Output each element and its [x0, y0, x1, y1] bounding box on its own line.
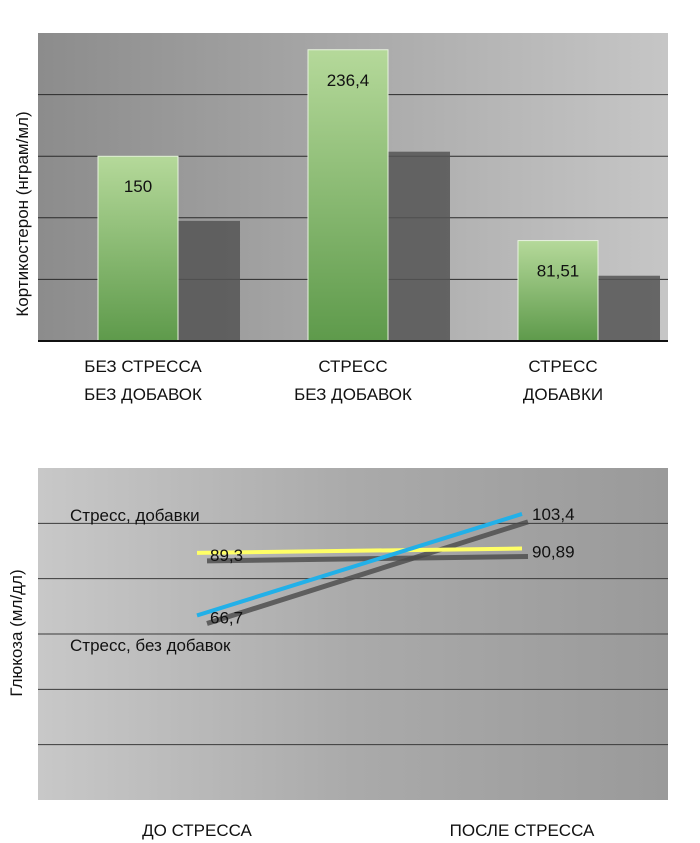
point-value-label: 66,7	[210, 608, 243, 627]
series-line-shadow	[206, 554, 529, 564]
series-line	[196, 512, 523, 618]
category-label: БЕЗ ДОБАВОК	[84, 385, 202, 404]
bar	[307, 49, 389, 342]
category-label: БЕЗ СТРЕССА	[84, 357, 202, 376]
series-name-label: Стресс, без добавок	[70, 636, 231, 655]
bar-shadow	[178, 220, 240, 341]
series-line	[196, 546, 523, 555]
category-label: ДОБАВКИ	[523, 385, 603, 404]
category-label: БЕЗ ДОБАВОК	[294, 385, 412, 404]
series-name-label: Стресс, добавки	[70, 506, 200, 525]
line-chart-svg: ДО СТРЕССА ПОСЛЕ СТРЕССА 89,3 90,89 66,7 103,…	[7, 468, 668, 840]
bar-value-label: 81,51	[537, 262, 580, 281]
glucose-line-chart: ДО СТРЕССА ПОСЛЕ СТРЕССА 89,3 90,89 66,7 103,…	[0, 455, 700, 843]
point-value-label: 89,3	[210, 546, 243, 565]
y-axis-label: Кортикостерон (нграм/мл)	[13, 111, 32, 316]
bar-chart-svg: 150 БЕЗ СТРЕССА БЕЗ ДОБАВОК 236,4 СТРЕСС БЕЗ …	[13, 33, 668, 404]
category-label: СТРЕСС	[318, 357, 387, 376]
corticosterone-bar-chart: 150 БЕЗ СТРЕССА БЕЗ ДОБАВОК 236,4 СТРЕСС БЕЗ …	[0, 0, 700, 420]
bar-value-label: 236,4	[327, 71, 370, 90]
bar	[517, 240, 599, 342]
point-value-label: 90,89	[532, 543, 575, 562]
bar-value-label: 150	[124, 177, 152, 196]
series-line-shadow	[206, 519, 529, 626]
point-value-label: 103,4	[532, 505, 575, 524]
category-label: ДО СТРЕССА	[142, 821, 252, 840]
category-label: СТРЕСС	[528, 357, 597, 376]
category-label: ПОСЛЕ СТРЕССА	[450, 821, 595, 840]
bar-shadow	[598, 275, 660, 341]
bar-shadow	[388, 151, 450, 341]
y-axis-label: Глюкоза (мл/дл)	[7, 569, 26, 696]
